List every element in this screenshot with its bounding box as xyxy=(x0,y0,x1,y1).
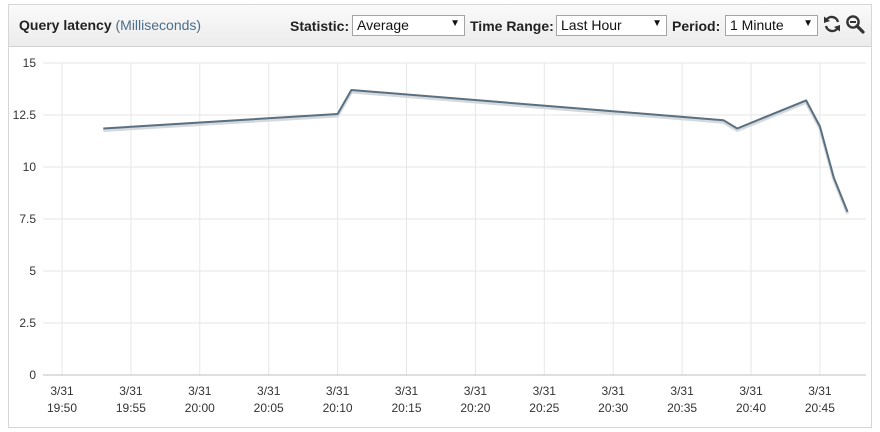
x-tick-time: 20:30 xyxy=(598,401,628,415)
x-tick-date: 3/31 xyxy=(533,384,557,398)
x-tick-date: 3/31 xyxy=(188,384,212,398)
x-tick-date: 3/31 xyxy=(119,384,143,398)
period-value: 1 Minute xyxy=(730,17,784,33)
x-axis: 3/31 19:50 3/31 19:55 3/31 20:00 3/31 20:05 3/31… xyxy=(47,384,835,415)
metric-name: Query latency xyxy=(19,17,112,33)
y-tick-label: 5 xyxy=(29,264,36,278)
dropdown-arrow-icon: ▼ xyxy=(450,18,460,29)
x-tick-time: 20:15 xyxy=(391,401,421,415)
statistic-label: Statistic: xyxy=(290,18,350,34)
refresh-icon[interactable] xyxy=(822,14,842,34)
timerange-select[interactable]: Last Hour ▼ xyxy=(556,15,667,36)
x-tick-time: 20:35 xyxy=(667,401,697,415)
zoom-out-icon[interactable] xyxy=(845,14,865,34)
x-tick-time: 19:50 xyxy=(47,401,77,415)
x-tick-date: 3/31 xyxy=(739,384,763,398)
x-tick-time: 20:05 xyxy=(254,401,284,415)
statistic-value: Average xyxy=(357,17,409,33)
x-tick-time: 19:55 xyxy=(116,401,146,415)
y-tick-label: 7.5 xyxy=(19,212,36,226)
y-axis: 0 2.5 5 7.5 10 12.5 15 xyxy=(13,56,37,382)
metric-unit: (Milliseconds) xyxy=(115,17,202,33)
y-tick-label: 2.5 xyxy=(19,316,36,330)
x-tick-date: 3/31 xyxy=(257,384,281,398)
timerange-value: Last Hour xyxy=(561,17,622,33)
x-tick-date: 3/31 xyxy=(670,384,694,398)
timerange-label: Time Range: xyxy=(470,18,554,34)
x-tick-time: 20:40 xyxy=(736,401,766,415)
x-tick-date: 3/31 xyxy=(808,384,832,398)
x-tick-time: 20:00 xyxy=(185,401,215,415)
x-tick-date: 3/31 xyxy=(395,384,419,398)
period-select[interactable]: 1 Minute ▼ xyxy=(725,15,818,36)
series-layer xyxy=(103,89,849,215)
statistic-select[interactable]: Average ▼ xyxy=(352,15,465,36)
chart-header: Query latency (Milliseconds) Statistic: … xyxy=(9,5,871,47)
y-tick-label: 0 xyxy=(29,368,36,382)
x-tick-date: 3/31 xyxy=(50,384,74,398)
period-label: Period: xyxy=(672,18,721,34)
series-line xyxy=(103,89,849,213)
x-tick-date: 3/31 xyxy=(326,384,350,398)
dropdown-arrow-icon: ▼ xyxy=(803,18,813,29)
x-tick-time: 20:20 xyxy=(460,401,490,415)
chart-panel: Query latency (Milliseconds) Statistic: … xyxy=(8,4,872,428)
x-tick-date: 3/31 xyxy=(464,384,488,398)
dropdown-arrow-icon: ▼ xyxy=(652,18,662,29)
chart-title: Query latency (Milliseconds) xyxy=(19,17,201,33)
y-tick-label: 10 xyxy=(23,160,37,174)
x-tick-date: 3/31 xyxy=(602,384,626,398)
y-tick-label: 12.5 xyxy=(13,108,37,122)
chart-grid xyxy=(43,62,866,376)
x-tick-time: 20:25 xyxy=(529,401,559,415)
x-tick-time: 20:45 xyxy=(805,401,835,415)
y-tick-label: 15 xyxy=(23,56,37,70)
x-tick-time: 20:10 xyxy=(323,401,353,415)
